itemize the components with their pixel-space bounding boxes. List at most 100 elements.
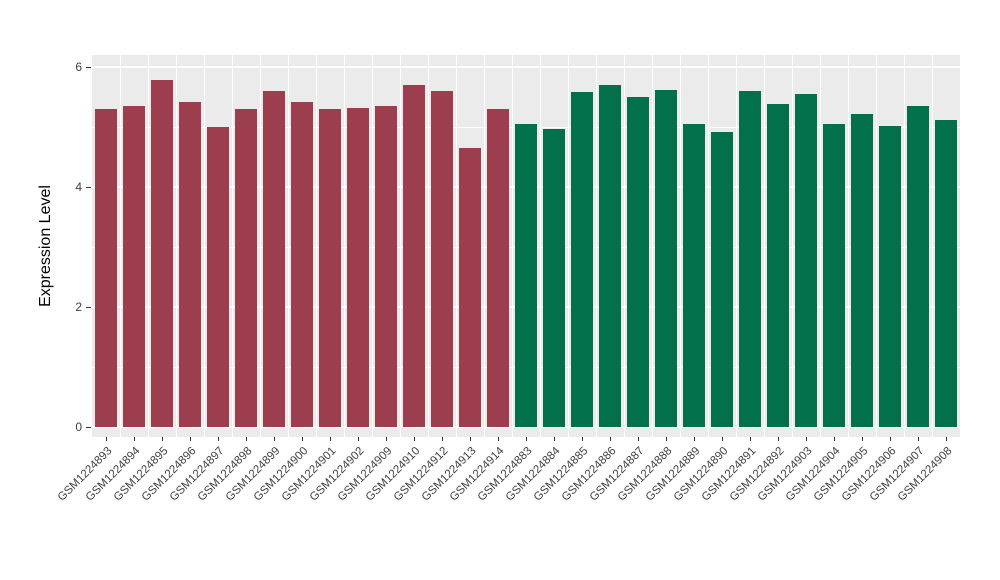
x-axis-tick	[385, 437, 387, 441]
x-axis-tick	[497, 437, 499, 441]
bar	[122, 106, 146, 427]
vertical-gridline	[567, 55, 569, 437]
vertical-gridline	[259, 55, 261, 437]
vertical-gridline	[651, 55, 653, 437]
vertical-gridline	[203, 55, 205, 437]
x-axis-tick	[413, 437, 415, 441]
x-axis-tick	[833, 437, 835, 441]
x-axis-tick	[581, 437, 583, 441]
y-axis-title: Expression Level	[37, 185, 54, 307]
x-axis-tick	[357, 437, 359, 441]
vertical-gridline	[231, 55, 233, 437]
x-axis-tick	[777, 437, 779, 441]
vertical-gridline	[371, 55, 373, 437]
y-tick-label: 6	[75, 60, 82, 74]
x-axis-tick	[105, 437, 107, 441]
bar	[822, 124, 846, 427]
y-axis-tick	[86, 186, 91, 188]
x-axis-tick	[665, 437, 667, 441]
bar	[906, 106, 930, 427]
bar	[542, 128, 566, 427]
bar	[94, 109, 118, 427]
bar	[682, 124, 706, 427]
x-axis-tick	[917, 437, 919, 441]
bar	[934, 119, 958, 427]
y-axis-tick	[86, 426, 91, 428]
vertical-gridline	[819, 55, 821, 437]
x-axis-tick	[749, 437, 751, 441]
vertical-gridline	[847, 55, 849, 437]
bar	[850, 113, 874, 427]
x-axis-tick	[329, 437, 331, 441]
vertical-gridline	[147, 55, 149, 437]
x-axis-tick	[721, 437, 723, 441]
vertical-gridline	[903, 55, 905, 437]
vertical-gridline	[399, 55, 401, 437]
vertical-gridline	[707, 55, 709, 437]
bar	[262, 91, 286, 427]
bar	[570, 92, 594, 427]
vertical-gridline	[735, 55, 737, 437]
vertical-gridline	[287, 55, 289, 437]
x-axis-tick	[301, 437, 303, 441]
bar	[402, 85, 426, 427]
x-axis-tick	[553, 437, 555, 441]
x-axis-tick	[889, 437, 891, 441]
vertical-gridline	[595, 55, 597, 437]
bar	[178, 101, 202, 427]
y-tick-label: 0	[75, 420, 82, 434]
bar	[206, 127, 230, 427]
x-axis-tick	[861, 437, 863, 441]
y-axis-tick	[86, 66, 91, 68]
x-axis-tick	[133, 437, 135, 441]
vertical-gridline	[119, 55, 121, 437]
bar	[486, 109, 510, 427]
y-tick-label: 4	[75, 180, 82, 194]
vertical-gridline	[791, 55, 793, 437]
vertical-gridline	[539, 55, 541, 437]
x-axis: GSM1224893 GSM1224894 GSM1224895 GSM1224896…	[56, 437, 960, 580]
bar	[710, 131, 734, 427]
x-axis-tick	[273, 437, 275, 441]
bar	[626, 97, 650, 427]
vertical-gridline	[455, 55, 457, 437]
vertical-gridline	[875, 55, 877, 437]
bar	[738, 91, 762, 427]
x-axis-tick	[945, 437, 947, 441]
bar	[150, 80, 174, 427]
y-axis-tick	[86, 306, 91, 308]
vertical-gridline	[427, 55, 429, 437]
bar	[430, 91, 454, 427]
x-axis-tick	[245, 437, 247, 441]
vertical-gridline	[511, 55, 513, 437]
x-axis-tick	[217, 437, 219, 441]
chart-panel	[92, 55, 960, 437]
vertical-gridline	[679, 55, 681, 437]
vertical-gridline	[483, 55, 485, 437]
bar	[598, 85, 622, 427]
bar	[318, 109, 342, 427]
y-tick-label: 2	[75, 300, 82, 314]
bar	[346, 107, 370, 427]
x-axis-tick	[609, 437, 611, 441]
bar	[290, 101, 314, 427]
bar	[654, 89, 678, 427]
x-axis-tick	[525, 437, 527, 441]
x-axis-tick	[469, 437, 471, 441]
x-axis-tick	[161, 437, 163, 441]
vertical-gridline	[763, 55, 765, 437]
vertical-gridline	[343, 55, 345, 437]
bar	[878, 125, 902, 427]
x-axis-tick	[441, 437, 443, 441]
bar	[766, 104, 790, 427]
bar	[374, 106, 398, 427]
major-gridline	[92, 426, 960, 428]
bar	[794, 94, 818, 427]
x-axis-tick	[805, 437, 807, 441]
bar	[458, 148, 482, 427]
x-axis-tick	[693, 437, 695, 441]
vertical-gridline	[623, 55, 625, 437]
bar	[514, 124, 538, 427]
vertical-gridline	[315, 55, 317, 437]
